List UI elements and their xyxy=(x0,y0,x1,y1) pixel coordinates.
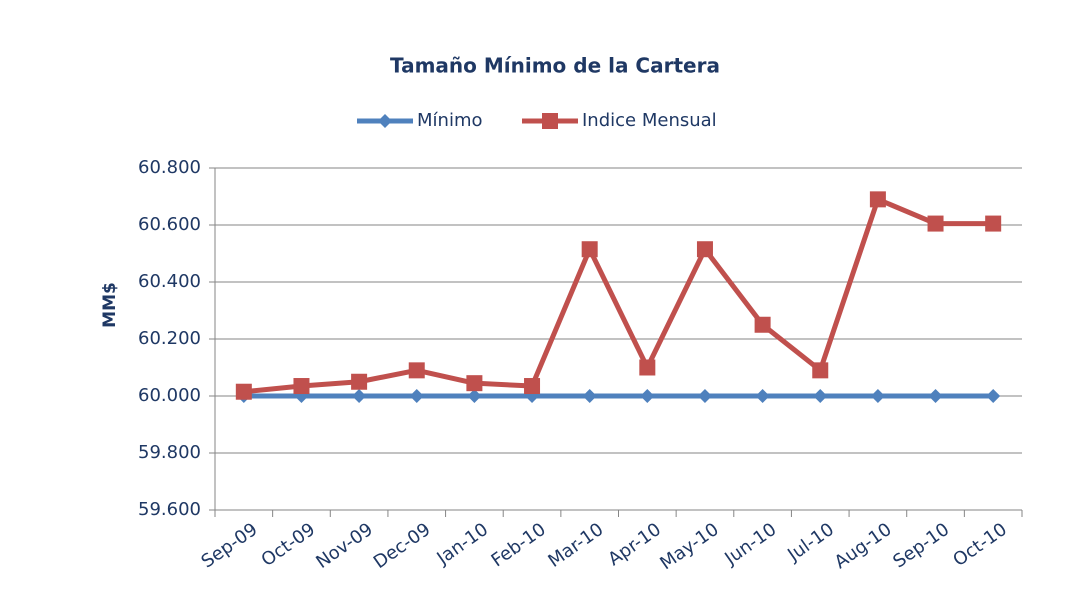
y-tick-label: 60.200 xyxy=(138,328,201,349)
x-tick-label: Mar-10 xyxy=(544,519,607,572)
x-tick-label: Feb-10 xyxy=(488,519,550,571)
y-tick-label: 60.600 xyxy=(138,214,201,235)
marker xyxy=(408,362,425,379)
x-tick-label: Dec-09 xyxy=(370,519,435,573)
marker xyxy=(813,389,828,403)
marker xyxy=(352,389,367,403)
marker xyxy=(351,373,368,390)
marker xyxy=(542,113,558,129)
y-tick-label: 60.000 xyxy=(138,385,201,406)
marker xyxy=(235,383,252,400)
x-tick-label: Apr-10 xyxy=(604,519,665,570)
marker xyxy=(581,241,598,258)
x-tick-label: Oct-10 xyxy=(949,519,1011,571)
marker xyxy=(378,114,392,128)
x-tick-label: Jun-10 xyxy=(720,519,780,570)
marker xyxy=(869,191,886,208)
x-tick-label: Nov-09 xyxy=(312,519,377,573)
y-tick-label: 59.800 xyxy=(138,442,201,463)
marker xyxy=(524,378,541,395)
y-tick-label: 60.800 xyxy=(138,157,201,178)
marker xyxy=(582,389,597,403)
marker xyxy=(697,389,712,403)
y-axis-label: MM$ xyxy=(100,282,120,328)
y-tick-label: 59.600 xyxy=(138,499,201,520)
legend-label: Mínimo xyxy=(417,110,483,131)
marker xyxy=(985,215,1002,232)
x-tick-label: Jul-10 xyxy=(783,519,838,566)
x-tick-label: Aug-10 xyxy=(831,519,896,573)
marker xyxy=(639,359,656,376)
series-line xyxy=(243,196,994,395)
marker xyxy=(928,389,943,403)
x-tick-label: Oct-09 xyxy=(258,519,320,571)
x-tick-label: Jan-10 xyxy=(432,519,492,570)
x-tick-label: Sep-09 xyxy=(198,519,262,573)
marker xyxy=(927,215,944,232)
marker xyxy=(812,362,829,379)
marker xyxy=(696,241,713,258)
marker xyxy=(986,389,1001,403)
marker xyxy=(754,316,771,333)
marker xyxy=(870,389,885,403)
marker xyxy=(466,375,483,392)
marker xyxy=(755,389,770,403)
x-tick-label: Sep-10 xyxy=(889,519,953,573)
marker xyxy=(467,389,482,403)
marker xyxy=(640,389,655,403)
y-tick-label: 60.400 xyxy=(138,271,201,292)
chart-title: Tamaño Mínimo de la Cartera xyxy=(390,54,720,78)
legend-label: Indice Mensual xyxy=(582,110,717,131)
x-tick-label: May-10 xyxy=(656,519,722,574)
marker xyxy=(409,389,424,403)
marker xyxy=(293,378,310,395)
